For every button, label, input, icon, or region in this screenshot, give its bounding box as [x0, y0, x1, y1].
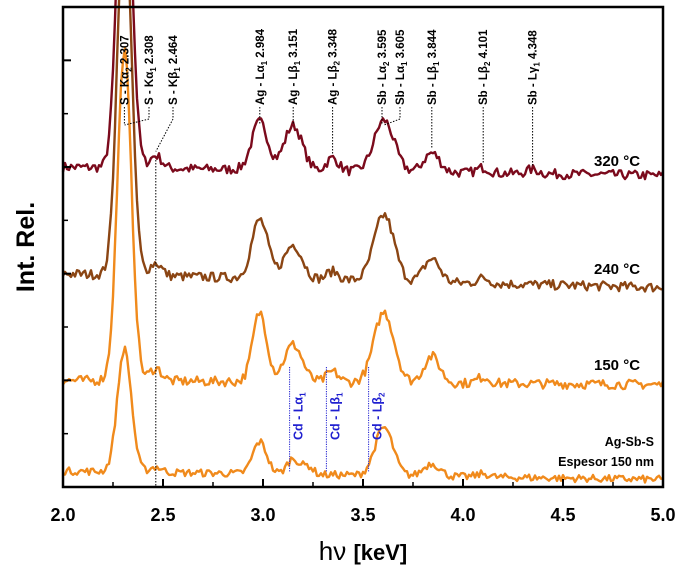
x-tick-label-4: 4.0: [450, 505, 475, 525]
temperature-label-2: 150 °C: [594, 357, 640, 374]
peak-label-6: Sb - Lα2 3.595: [377, 29, 391, 105]
x-tick-label-2: 3.0: [250, 505, 275, 525]
x-tick-label-6: 5.0: [650, 505, 675, 525]
peak-label-1: S - Kα1 2.308: [144, 35, 158, 105]
series-line-2: [62, 47, 665, 391]
peak-label-3: Ag - Lα1 2.984: [255, 28, 269, 105]
y-axis-label: Int. Rel.: [12, 202, 40, 292]
peak-label-5: Ag - Lβ2 3.348: [328, 28, 342, 105]
x-tick-label-1: 2.5: [150, 505, 175, 525]
peak-label-9: Sb - Lβ2 4.101: [478, 29, 492, 105]
peak-label-7: Sb - Lα1 3.605: [395, 29, 409, 105]
peak-leader-2: [155, 107, 174, 152]
peak-label-8: Sb - Lβ1 3.844: [427, 29, 441, 105]
peak-label-0: S - Kα2 2.307: [119, 35, 133, 105]
temperature-label-1: 240 °C: [594, 261, 640, 278]
peak-leader-1: [124, 107, 150, 126]
cd-label-2: Cd - Lβ2: [371, 392, 387, 440]
temperature-label-0: 320 °C: [594, 153, 640, 170]
sample-label-name: Ag-Sb-S: [605, 435, 654, 449]
cd-label-0: Cd - Lα1: [292, 392, 308, 440]
peak-label-4: Ag - Lβ1 3.151: [288, 28, 302, 105]
peak-label-2: S - Kβ1 2.464: [168, 35, 182, 105]
sample-label-thickness: Espesor 150 nm: [558, 455, 654, 469]
series-line-3: [62, 345, 664, 484]
peak-label-10: Sb - Lγ1 4.348: [528, 30, 542, 105]
series-line-0: [61, 0, 664, 181]
x-tick-label-5: 4.5: [550, 505, 575, 525]
series-line-1: [61, 0, 664, 293]
x-tick-label-0: 2.0: [50, 505, 75, 525]
cd-label-1: Cd - Lβ1: [328, 392, 344, 440]
x-tick-label-3: 3.5: [350, 505, 375, 525]
x-axis-label: hν [keV]: [319, 536, 407, 566]
peak-leader-7: [383, 107, 401, 126]
